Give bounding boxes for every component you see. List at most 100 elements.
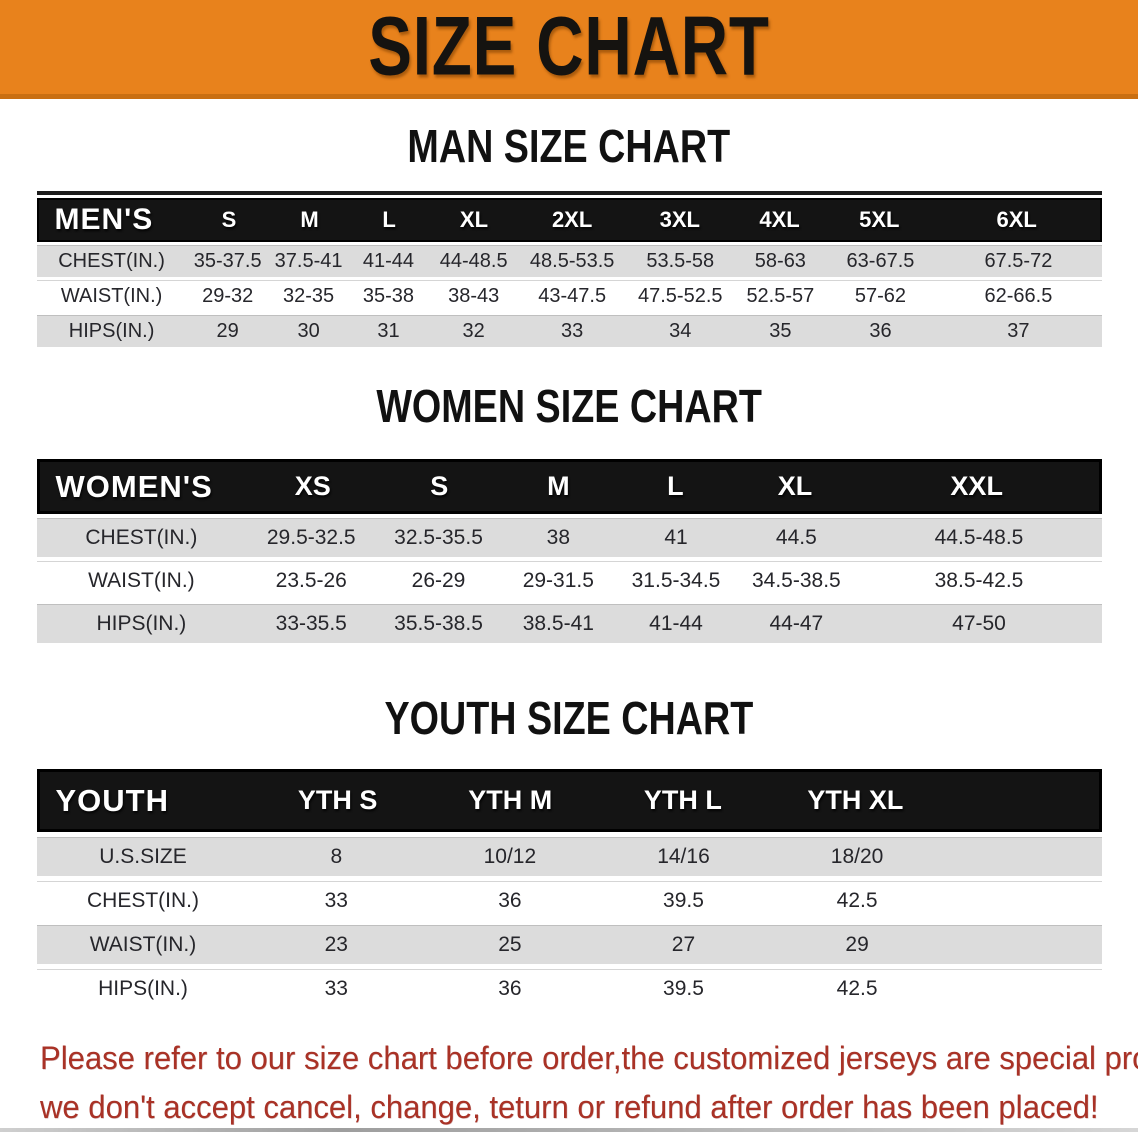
youth-size-table: YOUTH YTH S YTH M YTH L YTH XL U.S.SIZE …	[36, 769, 1102, 1008]
table-cell: 32-35	[283, 285, 335, 307]
table-cell: 38	[546, 526, 570, 549]
men-col-4xl: 4XL	[759, 207, 800, 232]
banner-title: SIZE CHART	[368, 0, 770, 93]
table-cell: 29	[845, 933, 869, 956]
table-cell: 25	[498, 933, 522, 956]
table-cell: 18/20	[830, 845, 884, 868]
youth-table-header: YOUTH YTH S YTH M YTH L YTH XL	[36, 769, 1102, 832]
table-cell: 43-47.5	[538, 285, 607, 307]
table-cell: 39.5	[663, 889, 704, 912]
table-cell: 29	[216, 320, 239, 342]
youth-col-m: YTH M	[468, 785, 553, 815]
table-cell: 30	[297, 320, 320, 342]
bottom-edge-line	[0, 1128, 1138, 1132]
youth-table-label: YOUTH	[55, 782, 169, 818]
men-col-5xl: 5XL	[859, 207, 900, 232]
table-cell: 35.5-38.5	[394, 612, 483, 635]
youth-col-s: YTH S	[297, 785, 378, 815]
women-col-m: M	[547, 471, 570, 501]
table-cell: 38.5-41	[522, 612, 594, 635]
men-col-xl: XL	[459, 207, 489, 232]
women-size-table: WOMEN'S XS S M L XL XXL CHEST(IN.) 29.5-…	[36, 459, 1102, 643]
table-cell: 44.5-48.5	[934, 526, 1024, 549]
men-col-3xl: 3XL	[659, 207, 700, 232]
table-cell: 37.5-41	[274, 250, 343, 272]
row-label: CHEST(IN.)	[58, 250, 165, 272]
men-table-label: MEN'S	[54, 203, 154, 236]
table-cell: 33	[561, 320, 584, 342]
youth-hips-row: HIPS(IN.) 33 36 39.5 42.5	[36, 970, 1102, 1008]
row-label: HIPS(IN.)	[68, 320, 155, 342]
youth-section-heading: YOUTH SIZE CHART	[384, 692, 754, 744]
women-table-header: WOMEN'S XS S M L XL XXL	[36, 459, 1102, 514]
women-col-xl: XL	[777, 471, 813, 501]
table-cell: 41-44	[362, 250, 415, 272]
table-cell: 44-48.5	[439, 250, 508, 272]
men-table-header: MEN'S S M L XL 2XL 3XL 4XL 5XL 6XL	[36, 198, 1102, 242]
table-cell: 23	[324, 933, 348, 956]
men-waist-row: WAIST(IN.) 29-32 32-35 35-38 38-43 43-47…	[36, 281, 1102, 312]
table-cell: 57-62	[854, 285, 907, 307]
table-cell: 67.5-72	[984, 250, 1053, 272]
table-cell: 31	[377, 320, 400, 342]
table-cell: 32	[462, 320, 485, 342]
table-cell: 27	[671, 933, 696, 956]
table-cell: 53.5-58	[646, 250, 715, 272]
row-label: WAIST(IN.)	[60, 285, 163, 307]
men-col-s: S	[221, 207, 237, 232]
table-cell: 47.5-52.5	[638, 285, 723, 307]
row-label: CHEST(IN.)	[87, 889, 199, 912]
youth-waist-row: WAIST(IN.) 23 25 27 29	[36, 926, 1102, 964]
youth-col-l: YTH L	[643, 785, 722, 815]
women-waist-row: WAIST(IN.) 23.5-26 26-29 29-31.5 31.5-34…	[36, 562, 1102, 600]
row-label: HIPS(IN.)	[98, 977, 188, 1000]
men-col-l: L	[382, 207, 396, 232]
women-table-label: WOMEN'S	[55, 468, 213, 504]
disclaimer-text: Please refer to our size chart before or…	[40, 1034, 1138, 1132]
women-hips-row: HIPS(IN.) 33-35.5 35.5-38.5 38.5-41 41-4…	[36, 605, 1102, 643]
table-cell: 35	[769, 320, 792, 342]
youth-chest-row: CHEST(IN.) 33 36 39.5 42.5	[36, 882, 1102, 920]
table-cell: 14/16	[657, 845, 710, 868]
table-cell: 36	[498, 977, 522, 1000]
women-col-xxl: XXL	[950, 471, 1003, 501]
women-section-heading: WOMEN SIZE CHART	[376, 380, 762, 432]
table-cell: 34	[669, 320, 692, 342]
table-cell: 58-63	[754, 250, 806, 272]
table-cell: 42.5	[836, 977, 878, 1000]
youth-ussize-row: U.S.SIZE 8 10/12 14/16 18/20	[36, 838, 1102, 876]
table-cell: 41	[664, 526, 688, 549]
table-cell: 33-35.5	[275, 612, 347, 635]
men-col-2xl: 2XL	[551, 207, 593, 232]
men-section-heading: MAN SIZE CHART	[407, 120, 731, 172]
table-cell: 41-44	[649, 612, 703, 635]
row-label: CHEST(IN.)	[85, 526, 198, 549]
table-cell: 35-37.5	[193, 250, 262, 272]
table-cell: 29-32	[202, 285, 254, 307]
men-chest-row: CHEST(IN.) 35-37.5 37.5-41 41-44 44-48.5…	[36, 246, 1102, 277]
table-cell: 63-67.5	[846, 250, 915, 272]
table-cell: 34.5-38.5	[751, 569, 841, 592]
men-col-m: M	[300, 207, 319, 232]
table-cell: 31.5-34.5	[631, 569, 721, 592]
table-cell: 38-43	[448, 285, 500, 307]
table-cell: 42.5	[836, 889, 878, 912]
table-cell: 35-38	[362, 285, 415, 307]
disclaimer-line-2: we don't accept cancel, change, teturn o…	[40, 1089, 1099, 1125]
women-col-l: L	[667, 471, 684, 501]
table-cell: 52.5-57	[746, 285, 815, 307]
size-chart-banner: SIZE CHART	[0, 0, 1138, 99]
table-cell: 36	[869, 320, 892, 342]
row-label: WAIST(IN.)	[88, 569, 195, 592]
table-cell: 26-29	[411, 569, 466, 592]
table-cell: 47-50	[952, 612, 1006, 635]
disclaimer-line-1: Please refer to our size chart before or…	[40, 1040, 1138, 1076]
table-cell: 39.5	[663, 977, 704, 1000]
table-cell: 29.5-32.5	[266, 526, 356, 549]
men-size-table: MEN'S S M L XL 2XL 3XL 4XL 5XL 6XL CHEST…	[36, 191, 1102, 347]
men-col-6xl: 6XL	[996, 207, 1037, 232]
women-col-xs: XS	[294, 471, 331, 501]
table-cell: 62-66.5	[984, 285, 1053, 307]
women-col-s: S	[430, 471, 449, 501]
table-cell: 29-31.5	[522, 569, 594, 592]
